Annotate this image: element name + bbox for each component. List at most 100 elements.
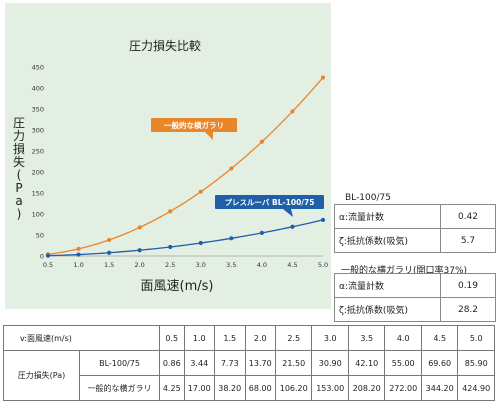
x-tick-label: 3.0	[196, 261, 206, 269]
y-tick-label: 200	[32, 168, 44, 176]
pressure-value-cell: 424.90	[457, 375, 495, 401]
y-tick-label: 300	[32, 126, 44, 134]
x-tick-label: 3.5	[226, 261, 236, 269]
pressure-value-cell: 208.20	[347, 375, 386, 401]
series-name-cell: 一般的な横ガラリ	[79, 375, 160, 401]
pressure-value-cell: 42.10	[347, 350, 386, 376]
velocity-cell: 4.0	[384, 325, 422, 351]
x-tick-label: 1.0	[73, 261, 83, 269]
data-point	[229, 236, 234, 241]
data-point	[168, 209, 173, 214]
table-row: α:流量計数 0.42	[334, 204, 496, 229]
series-callout-pointer	[205, 132, 213, 140]
x-tick-label: 0.5	[43, 261, 53, 269]
pressure-value-cell: 272.00	[384, 375, 422, 401]
x-tick-label: 1.5	[104, 261, 114, 269]
velocity-cell: 1.0	[183, 325, 215, 351]
chart-panel: 圧力損失比較 0 50 100 150 200 250 300 350 400 450 0.5 1.…	[5, 3, 331, 309]
pressure-value-cell: 55.00	[384, 350, 422, 376]
general-coefficient-title: 一般的な横ガラリ(開口率37%)	[341, 266, 468, 276]
pressure-value-cell: 7.73	[214, 350, 246, 376]
pressure-value-cell: 0.86	[159, 350, 185, 376]
table-row: α:流量計数 0.19	[334, 273, 496, 298]
pressure-value-cell: 153.00	[311, 375, 349, 401]
y-tick-label: 450	[32, 63, 44, 71]
velocity-cell: 0.5	[159, 325, 185, 351]
series-line-1	[47, 219, 324, 257]
bl-coefficient-table: α:流量計数 0.42 ζ:抵抗係数(吸気) 5.7	[334, 204, 496, 253]
velocity-cell: 4.5	[420, 325, 459, 351]
data-point	[198, 189, 203, 194]
table-row: 一般的な横ガラリ 4.25 17.00 38.20 68.00 106.20 153.00…	[4, 375, 495, 401]
x-tick-label: 4.0	[257, 261, 267, 269]
data-point	[137, 225, 142, 230]
velocity-cell: 3.0	[311, 325, 349, 351]
y-tick-label: 50	[36, 231, 44, 239]
series-name-cell: BL-100/75	[79, 350, 160, 376]
velocity-header: v:面風速(m/s)	[3, 325, 160, 351]
series-callout-pointer	[283, 209, 293, 217]
velocity-cell: 5.0	[457, 325, 495, 351]
data-point	[168, 244, 173, 250]
series-callout-box	[215, 195, 324, 209]
y-tick-label: 400	[32, 84, 44, 92]
series-callout-label: 一般的な横ガラリ	[164, 120, 224, 130]
data-point	[229, 166, 234, 171]
y-tick-label: 150	[32, 189, 44, 197]
pressure-value-cell: 13.70	[244, 350, 276, 376]
y-tick-label: 0	[40, 252, 44, 260]
pressure-loss-chart: 圧力損失比較 0 50 100 150 200 250 300 350 400 450 0.5 1.…	[13, 38, 328, 294]
table-row: ζ:抵抗係数(吸気) 5.7	[334, 228, 496, 253]
pressure-loss-data-table: v:面風速(m/s) 0.5 1.0 1.5 2.0 2.5 3.0 3.5 4.0 4.5 5.…	[3, 325, 495, 401]
x-tick-label: 4.5	[287, 261, 297, 269]
row-group-label: 圧力損失(Pa)	[3, 350, 80, 401]
x-tick-label: 2.0	[134, 261, 144, 269]
data-point	[320, 75, 326, 80]
coef-label: α:流量計数	[334, 204, 441, 229]
bl-coefficient-title: BL-100/75	[345, 193, 391, 203]
table-header-row: v:面風速(m/s) 0.5 1.0 1.5 2.0 2.5 3.0 3.5 4.0 4.5 5.…	[3, 325, 495, 351]
coef-value: 0.42	[440, 204, 496, 229]
series-line-0	[47, 77, 324, 255]
data-point	[137, 248, 142, 253]
pressure-value-cell: 21.50	[274, 350, 313, 376]
velocity-cell: 3.5	[347, 325, 386, 351]
data-point	[198, 240, 203, 246]
pressure-value-cell: 344.20	[420, 375, 459, 401]
data-point	[259, 230, 264, 235]
y-tick-label: 100	[32, 210, 44, 218]
table-row: ζ:抵抗係数(吸気) 28.2	[334, 297, 496, 322]
pressure-value-cell: 3.44	[183, 350, 215, 376]
y-tick-label: 250	[32, 147, 44, 155]
data-point	[45, 253, 51, 258]
pressure-value-cell: 68.00	[244, 375, 276, 401]
coef-value: 5.7	[440, 228, 496, 253]
data-point	[107, 237, 112, 243]
data-point	[320, 217, 326, 223]
table-row: 圧力損失(Pa) BL-100/75 0.86 3.44 7.73 13.70 21.5…	[3, 350, 495, 401]
x-tick-label: 2.5	[165, 261, 175, 269]
data-point	[76, 252, 81, 257]
y-tick-label: 350	[32, 105, 44, 113]
x-axis-title: 面風速(m/s)	[141, 279, 214, 294]
general-coefficient-table: α:流量計数 0.19 ζ:抵抗係数(吸気) 28.2	[334, 273, 496, 322]
coef-label: ζ:抵抗係数(吸気)	[334, 228, 441, 253]
coef-value: 28.2	[440, 297, 496, 322]
pressure-value-cell: 38.20	[214, 375, 246, 401]
data-point	[259, 139, 264, 144]
pressure-value-cell: 17.00	[183, 375, 215, 401]
coef-label: ζ:抵抗係数(吸気)	[334, 297, 441, 322]
pressure-value-cell: 85.90	[457, 350, 495, 376]
coef-value: 0.19	[440, 273, 496, 298]
data-point	[107, 250, 112, 255]
coef-label: α:流量計数	[334, 273, 441, 298]
x-tick-label: 5.0	[318, 261, 328, 269]
pressure-value-cell: 4.25	[159, 375, 185, 401]
pressure-value-cell: 106.20	[274, 375, 313, 401]
series-callout-box	[151, 118, 237, 132]
data-point	[76, 246, 81, 251]
data-point	[290, 224, 295, 229]
chart-title: 圧力損失比較	[129, 38, 201, 53]
pressure-value-cell: 69.60	[420, 350, 459, 376]
